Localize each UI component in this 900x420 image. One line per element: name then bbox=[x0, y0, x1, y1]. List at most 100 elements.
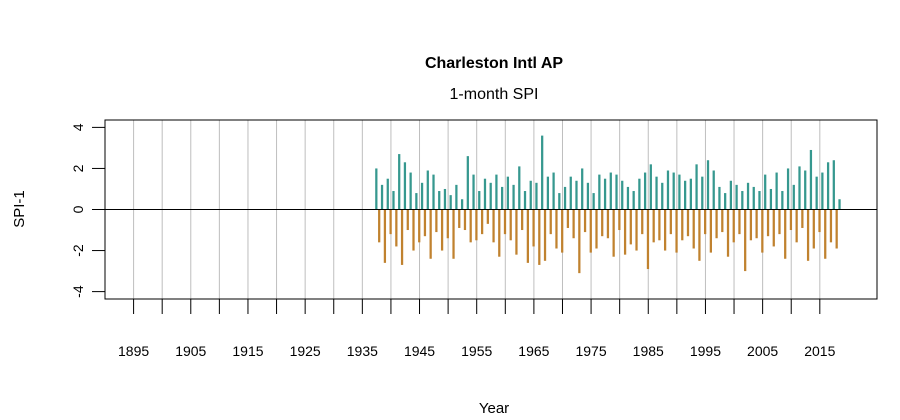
spi-bar bbox=[398, 154, 401, 210]
spi-bar bbox=[744, 209, 747, 272]
x-tick-label: 1985 bbox=[633, 343, 664, 359]
spi-bar bbox=[709, 209, 712, 253]
spi-bar bbox=[475, 209, 478, 241]
spi-bar bbox=[543, 209, 547, 261]
spi-bar bbox=[406, 209, 409, 231]
spi-bar bbox=[658, 209, 661, 241]
x-tick-label: 1895 bbox=[118, 343, 149, 359]
x-tick-label: 2015 bbox=[804, 343, 835, 359]
spi-bar bbox=[835, 209, 838, 249]
spi-bar bbox=[561, 209, 564, 253]
spi-bar bbox=[778, 209, 781, 235]
spi-bar bbox=[712, 170, 715, 210]
spi-bar bbox=[515, 209, 518, 255]
spi-bar bbox=[483, 178, 487, 210]
spi-bar bbox=[538, 209, 541, 265]
spi-bar bbox=[761, 209, 764, 253]
spi-bar bbox=[595, 209, 598, 249]
spi-bar bbox=[821, 172, 824, 210]
spi-bar bbox=[375, 168, 378, 210]
x-tick-label: 1935 bbox=[347, 343, 378, 359]
spi-bar bbox=[652, 209, 655, 243]
spi-bar bbox=[792, 184, 795, 210]
x-tick-label: 1965 bbox=[518, 343, 549, 359]
spi-bar bbox=[438, 191, 441, 210]
spi-bar bbox=[786, 168, 790, 210]
spi-bar bbox=[675, 209, 678, 253]
spi-bar bbox=[583, 209, 587, 233]
spi-bar bbox=[663, 209, 667, 251]
x-tick-label: 1925 bbox=[290, 343, 321, 359]
spi-bar bbox=[440, 209, 444, 251]
spi-bar bbox=[681, 209, 684, 241]
spi-bar bbox=[558, 193, 561, 210]
spi-bar bbox=[443, 188, 447, 210]
spi-bar bbox=[632, 191, 635, 210]
spi-bar bbox=[378, 209, 381, 243]
x-tick-label: 1905 bbox=[175, 343, 206, 359]
spi-bar bbox=[601, 209, 604, 237]
spi-bar bbox=[518, 166, 521, 210]
spi-bar bbox=[718, 186, 721, 210]
spi-bar bbox=[775, 172, 778, 210]
spi-bar bbox=[506, 176, 509, 210]
spi-bar bbox=[603, 178, 607, 210]
spi-bar bbox=[549, 209, 552, 235]
spi-bar bbox=[535, 182, 538, 210]
spi-bar bbox=[715, 209, 718, 239]
spi-bar bbox=[643, 172, 647, 210]
spi-bar bbox=[695, 164, 698, 210]
spi-bar bbox=[678, 174, 681, 210]
spi-bar bbox=[701, 176, 704, 210]
spi-bar bbox=[552, 172, 555, 210]
spi-bar bbox=[609, 172, 612, 210]
spi-bar bbox=[495, 174, 498, 210]
spi-bar bbox=[541, 135, 544, 210]
spi-bar bbox=[512, 184, 515, 210]
spi-bar bbox=[478, 191, 481, 210]
y-axis: 4 2 0 -2 -4 bbox=[70, 123, 105, 298]
spi-bar bbox=[420, 182, 424, 210]
spi-bar bbox=[563, 186, 567, 210]
x-tick-label: 1945 bbox=[404, 343, 435, 359]
spi-bar bbox=[772, 209, 775, 247]
spi-bar bbox=[521, 209, 524, 231]
spi-bar bbox=[684, 180, 687, 210]
spi-bar bbox=[758, 191, 761, 210]
spi-bar bbox=[575, 180, 578, 210]
spi-bar bbox=[755, 209, 758, 239]
spi-bar bbox=[412, 209, 415, 251]
spi-bar bbox=[649, 164, 652, 210]
spi-bar bbox=[784, 209, 787, 259]
spi-bar bbox=[435, 209, 438, 233]
spi-bar bbox=[423, 209, 427, 237]
spi-bar bbox=[838, 199, 841, 210]
spi-bar bbox=[452, 209, 455, 259]
spi-bar bbox=[529, 180, 532, 210]
spi-bar bbox=[789, 209, 793, 231]
spi-bar bbox=[458, 209, 461, 228]
spi-bar bbox=[566, 209, 570, 228]
spi-bar bbox=[735, 184, 738, 210]
y-tick-label: 2 bbox=[70, 164, 86, 172]
spi-bar bbox=[572, 209, 575, 239]
spi-bar bbox=[623, 209, 627, 255]
spi-bar bbox=[818, 209, 821, 233]
y-axis-label: SPI-1 bbox=[11, 190, 28, 228]
spi-bar bbox=[403, 162, 407, 210]
spi-bar bbox=[409, 172, 412, 210]
spi-bar bbox=[492, 209, 495, 243]
spi-bar bbox=[615, 174, 618, 210]
spi-bar bbox=[449, 195, 452, 210]
spi-bar bbox=[781, 191, 784, 210]
x-tick-label: 1955 bbox=[461, 343, 492, 359]
spi-bar bbox=[418, 209, 421, 243]
spi-bar bbox=[383, 209, 387, 263]
chart-title: Charleston Intl AP bbox=[425, 55, 563, 72]
spi-bar bbox=[598, 174, 601, 210]
spi-bar bbox=[832, 160, 835, 210]
x-tick-label: 2005 bbox=[747, 343, 778, 359]
spi-bar bbox=[666, 170, 670, 210]
spi-bar bbox=[426, 170, 429, 210]
